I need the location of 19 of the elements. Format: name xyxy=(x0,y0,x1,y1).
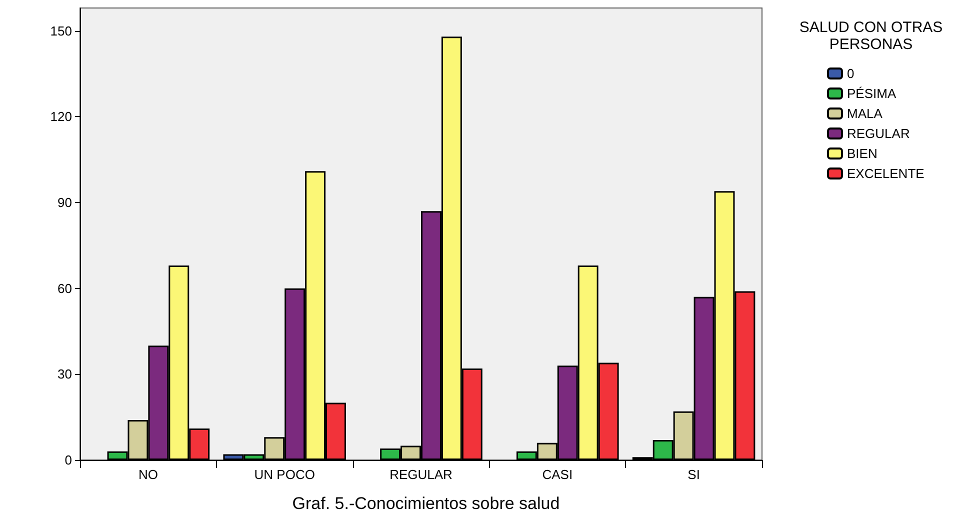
y-tick-label: 60 xyxy=(58,280,72,296)
y-tick-label: 120 xyxy=(50,109,72,124)
y-tick-label: 90 xyxy=(58,195,72,210)
y-tick-label: 150 xyxy=(50,23,72,38)
x-tick-label: UN POCO xyxy=(254,467,315,482)
x-tick-label: REGULAR xyxy=(390,467,452,482)
legend-label: REGULAR xyxy=(847,126,910,141)
legend-label: BIEN xyxy=(847,146,878,161)
legend-label: PÉSIMA xyxy=(847,86,896,101)
legend-label: EXCELENTE xyxy=(847,166,925,181)
y-tick-label: 0 xyxy=(64,452,72,468)
legend-label: 0 xyxy=(847,66,854,81)
legend-title: SALUD CON OTRAS PERSONAS xyxy=(799,19,943,53)
x-tick-label: SI xyxy=(688,467,700,482)
text: Graf. 5.-Conocimientos sobre salud xyxy=(292,494,560,513)
legend-label: MALA xyxy=(847,106,883,121)
x-tick-label: CASI xyxy=(542,467,573,482)
x-tick-label: NO xyxy=(138,467,158,482)
y-tick-label: 30 xyxy=(58,366,72,382)
